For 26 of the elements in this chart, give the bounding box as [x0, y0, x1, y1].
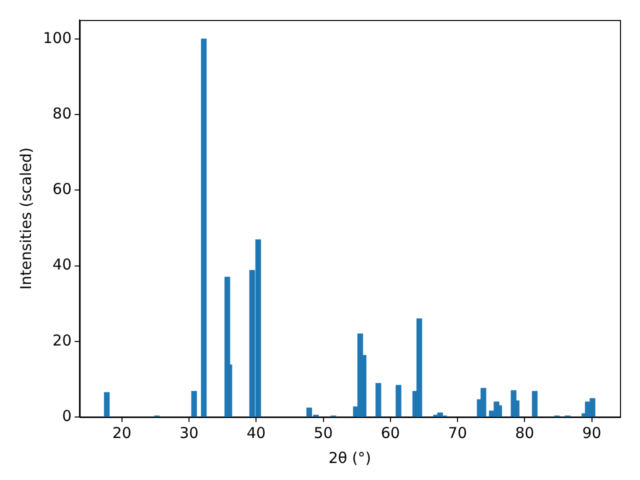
bar: [376, 383, 382, 417]
y-tick-label: 60: [52, 180, 72, 198]
bar: [191, 390, 197, 417]
bar: [396, 384, 402, 417]
bar: [416, 318, 422, 417]
y-tick-label: 20: [52, 331, 72, 350]
bar: [496, 405, 502, 417]
y-tick-label: 0: [62, 406, 72, 425]
x-tick-label: 70: [448, 424, 468, 442]
bar: [532, 390, 538, 417]
y-tick-label: 100: [42, 28, 72, 47]
y-tick-label: 80: [52, 104, 72, 122]
x-tick-label: 80: [515, 424, 534, 442]
x-tick-label: 40: [246, 424, 266, 442]
x-tick-label: 60: [380, 424, 400, 442]
bar: [480, 388, 486, 417]
bar: [104, 392, 110, 417]
bar: [437, 412, 443, 417]
x-tick-label: 90: [582, 424, 602, 442]
x-tick-label: 50: [314, 424, 333, 442]
x-tick-label: 30: [180, 424, 199, 442]
x-tick-label: 20: [112, 424, 132, 442]
x-axis-title: 2θ (°): [328, 448, 372, 467]
y-tick-label: 40: [52, 256, 72, 274]
bar: [200, 38, 207, 417]
y-axis-title: Intensities (scaled): [16, 147, 35, 290]
